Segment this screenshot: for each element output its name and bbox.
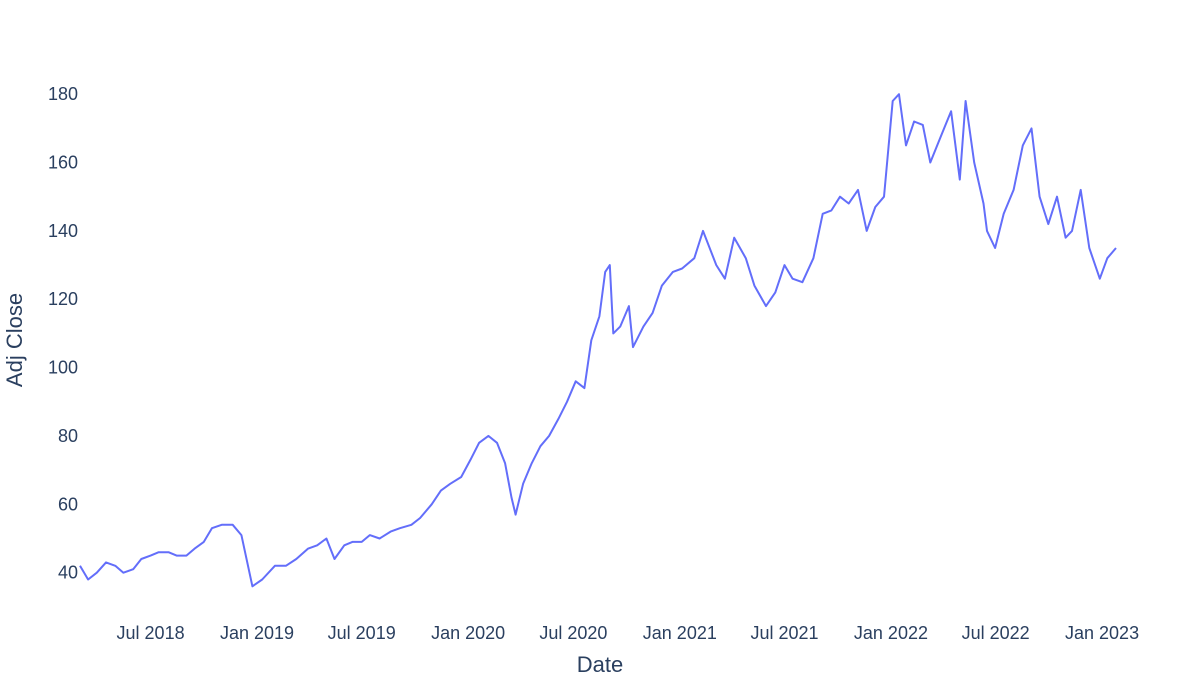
x-tick-label: Jul 2019 xyxy=(328,623,396,643)
x-tick-label: Jan 2020 xyxy=(431,623,505,643)
y-tick-label: 40 xyxy=(58,563,78,583)
x-tick-label: Jul 2022 xyxy=(962,623,1030,643)
x-tick-label: Jul 2018 xyxy=(117,623,185,643)
y-axis-title: Adj Close xyxy=(2,293,27,387)
x-tick-label: Jan 2019 xyxy=(220,623,294,643)
y-axis-tick-labels: 40 60 80 100 120 140 160 180 xyxy=(48,84,78,582)
y-tick-label: 120 xyxy=(48,289,78,309)
y-tick-label: 60 xyxy=(58,494,78,514)
y-tick-label: 160 xyxy=(48,153,78,173)
y-tick-label: 80 xyxy=(58,426,78,446)
y-tick-label: 140 xyxy=(48,221,78,241)
y-tick-label: 100 xyxy=(48,358,78,378)
x-tick-label: Jan 2023 xyxy=(1065,623,1139,643)
x-tick-label: Jan 2021 xyxy=(643,623,717,643)
x-tick-label: Jan 2022 xyxy=(854,623,928,643)
x-tick-label: Jul 2020 xyxy=(539,623,607,643)
x-axis-title: Date xyxy=(577,652,623,677)
adj-close-series-line xyxy=(79,93,1117,588)
x-axis-tick-labels: Jul 2018 Jan 2019 Jul 2019 Jan 2020 Jul 2020… xyxy=(117,623,1140,643)
x-tick-label: Jul 2021 xyxy=(750,623,818,643)
y-tick-label: 180 xyxy=(48,84,78,104)
